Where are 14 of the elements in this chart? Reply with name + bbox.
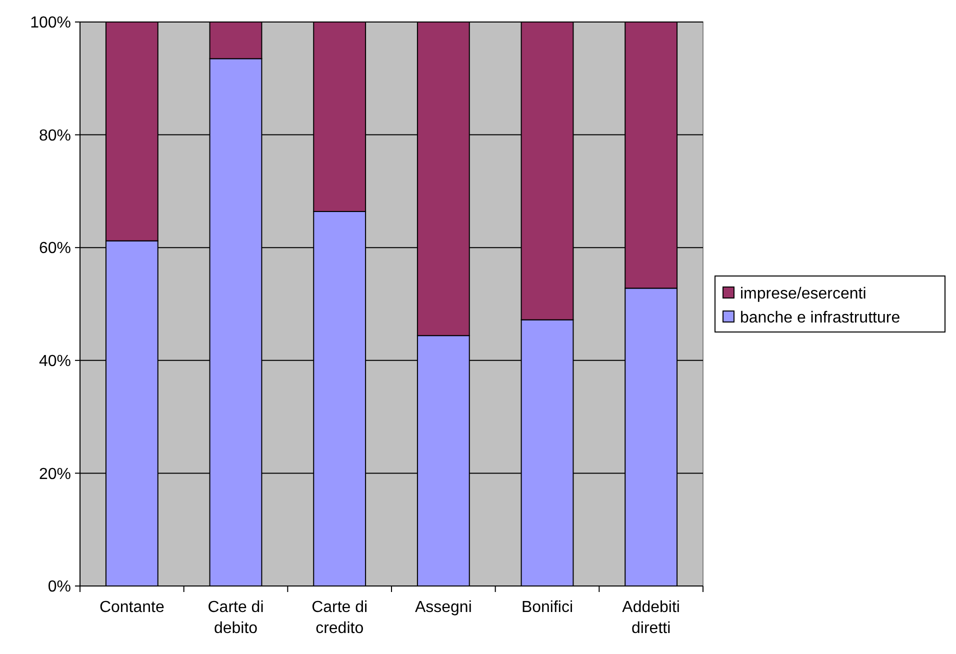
x-tick-label: Contante bbox=[99, 599, 164, 616]
x-tick-label: Carte di debito bbox=[208, 599, 264, 637]
y-tick-label: 20% bbox=[38, 466, 71, 483]
y-tick-label: 80% bbox=[38, 127, 71, 144]
y-tick-label: 0% bbox=[48, 578, 71, 596]
legend-label: banche e infrastrutture bbox=[740, 310, 900, 327]
x-tick-label: Addebiti diretti bbox=[622, 599, 680, 637]
legend-label: imprese/esercenti bbox=[740, 286, 866, 303]
x-tick-label: Bonifici bbox=[521, 599, 574, 616]
y-tick-label: 60% bbox=[38, 240, 71, 258]
x-tick-label: Carte di credito bbox=[312, 599, 368, 637]
y-tick-label: 100% bbox=[30, 14, 71, 32]
y-tick-label: 40% bbox=[38, 353, 71, 370]
x-tick-label: Assegni bbox=[414, 599, 472, 616]
